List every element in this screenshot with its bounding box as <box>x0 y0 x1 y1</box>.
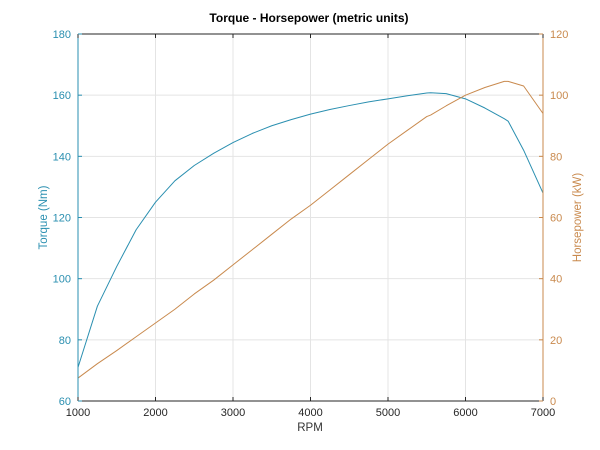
x-tick-label: 3000 <box>221 407 245 419</box>
x-tick-label: 7000 <box>531 407 555 419</box>
y-tick-label-left: 160 <box>53 90 71 102</box>
y-tick-label-left: 140 <box>53 151 71 163</box>
x-tick-label: 2000 <box>143 407 167 419</box>
x-axis-label: RPM <box>297 422 323 434</box>
y-tick-label-left: 120 <box>53 213 71 225</box>
y-tick-label-left: 80 <box>59 335 71 347</box>
axis-layer: 1000 2000 3000 4000 5000 6000 7000608010012014… <box>53 29 569 419</box>
chart-title: Torque - Horsepower (metric units) <box>209 11 408 25</box>
y-tick-label-left: 100 <box>53 274 71 286</box>
horsepower-series-line <box>77 80 544 379</box>
x-tick-label: 4000 <box>298 407 322 419</box>
y-tick-label-right: 0 <box>550 396 556 408</box>
grid <box>77 33 544 402</box>
y-tick-label-right: 40 <box>550 274 562 286</box>
x-tick-label: 5000 <box>376 407 400 419</box>
y-tick-label-right: 100 <box>550 90 568 102</box>
y-tick-label-right: 120 <box>550 29 568 41</box>
y-tick-label-right: 60 <box>550 213 562 225</box>
y-tick-label-right: 80 <box>550 151 562 163</box>
y-tick-label-right: 20 <box>550 335 562 347</box>
x-tick-label: 1000 <box>66 407 90 419</box>
x-tick-label: 6000 <box>453 407 477 419</box>
y-tick-label-left: 60 <box>59 396 71 408</box>
y-tick-label-left: 180 <box>53 29 71 41</box>
y-axis-label-right: Horsepower (kW) <box>572 173 584 263</box>
torque-series-line <box>77 92 544 368</box>
series-layer <box>77 80 544 379</box>
y-axis-label-left: Torque (Nm) <box>38 185 50 249</box>
